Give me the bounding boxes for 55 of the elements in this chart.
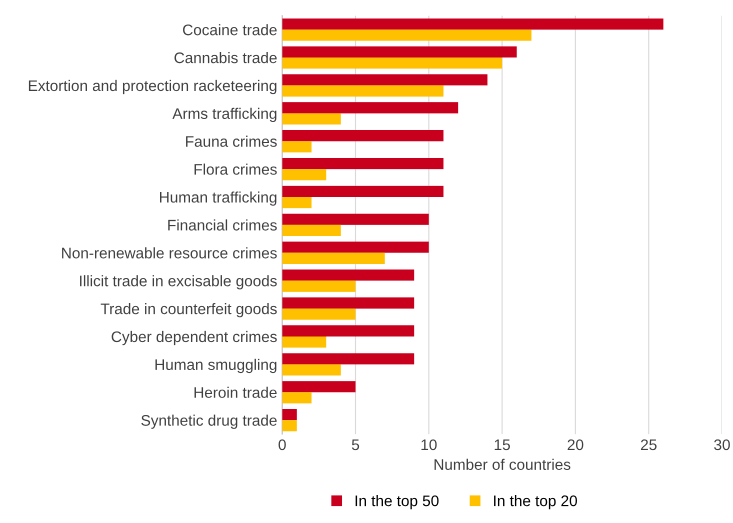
bar xyxy=(282,102,458,114)
y-tick-label: Flora crimes xyxy=(194,164,277,175)
bar xyxy=(282,58,502,69)
bar xyxy=(282,381,356,392)
y-tick-label: Non-renewable resource crimes xyxy=(62,247,277,258)
y-tick-label: Arms trafficking xyxy=(172,108,276,122)
bar xyxy=(282,186,444,197)
bar xyxy=(282,169,326,180)
bar xyxy=(282,308,356,320)
bar xyxy=(282,30,532,41)
y-tick-label: Cannabis trade xyxy=(174,52,277,64)
bar xyxy=(282,46,517,58)
x-tick-label: 25 xyxy=(640,439,657,450)
bar xyxy=(282,113,341,124)
bar xyxy=(282,141,312,152)
bar xyxy=(282,270,414,281)
bar xyxy=(282,158,444,170)
bar xyxy=(282,252,385,264)
bar xyxy=(282,130,444,142)
y-tick-label: Trade in counterfeit goods xyxy=(100,303,277,318)
x-tick-label: 20 xyxy=(568,439,584,450)
bar xyxy=(282,224,341,236)
y-tick-label: Fauna crimes xyxy=(186,136,277,147)
x-tick-label: 10 xyxy=(421,439,437,450)
x-tick-label: 30 xyxy=(714,439,730,450)
bar xyxy=(282,214,429,225)
bar xyxy=(282,74,488,86)
y-tick-label: Financial crimes xyxy=(168,219,277,231)
y-tick-label: Cocaine trade xyxy=(183,24,277,36)
bar xyxy=(282,280,356,292)
bar xyxy=(282,392,312,404)
legend-label: In the top 20 xyxy=(494,495,577,510)
bar xyxy=(282,353,414,364)
y-tick-label: Human trafficking xyxy=(160,191,276,206)
bar xyxy=(282,325,414,336)
x-tick-label: 5 xyxy=(352,440,360,450)
y-tick-label: Extortion and protection racketeering xyxy=(28,80,276,94)
bar xyxy=(282,336,326,348)
legend-label: In the top 50 xyxy=(356,495,439,510)
y-tick-label: Synthetic drug trade xyxy=(141,414,277,429)
x-axis-title: Number of countries xyxy=(434,458,570,470)
bar xyxy=(282,408,297,420)
bar xyxy=(282,18,664,30)
bar xyxy=(282,420,297,432)
y-tick-label: Heroin trade xyxy=(194,386,277,398)
y-tick-label: Human smuggling xyxy=(155,358,276,374)
bar xyxy=(282,85,444,97)
bar xyxy=(282,364,341,376)
y-tick-label: Illicit trade in excisable goods xyxy=(80,275,277,290)
bar xyxy=(282,297,414,309)
x-tick-label: 0 xyxy=(278,439,286,450)
bar xyxy=(282,196,312,208)
bar xyxy=(282,242,429,253)
y-tick-label: Cyber dependent crimes xyxy=(112,330,277,346)
x-tick-label: 15 xyxy=(494,440,510,450)
